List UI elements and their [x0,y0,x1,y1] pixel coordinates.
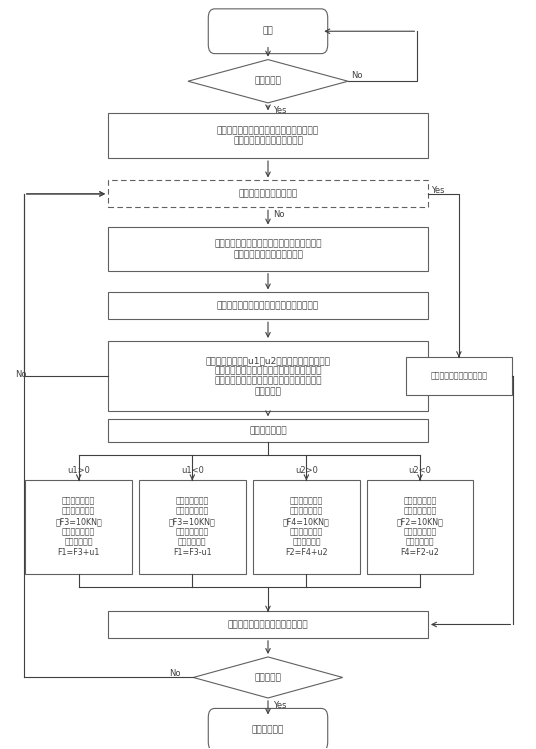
Bar [108,181,428,207]
Bar [108,341,428,411]
Bar [139,479,245,574]
Text: 调平过程结束: 调平过程结束 [252,725,284,734]
Text: u1>0: u1>0 [68,467,90,476]
Text: 控制器将位移传感器所输入信号进行处理，得
到各对角缸的位移差和速度差: 控制器将位移传感器所输入信号进行处理，得 到各对角缸的位移差和速度差 [214,240,322,259]
Bar [108,113,428,158]
FancyBboxPatch shape [209,9,327,54]
Bar [108,419,428,442]
Text: 第二调平液压缸
的目标调平输出
力F2=10KN；
第四调平液压缸
调平输出力为
F4=F2-u2: 第二调平液压缸 的目标调平输出 力F2=10KN； 第四调平液压缸 调平输出力为… [397,497,443,557]
Bar [25,479,132,574]
Text: 最优分配力算法: 最优分配力算法 [249,426,287,435]
Polygon shape [188,60,348,103]
Text: No: No [16,370,27,379]
Text: 第三调平液压缸
的目标调平输出
力F3=10KN；
第一调平液压缸
调平输出力为
F1=F3+u1: 第三调平液压缸 的目标调平输出 力F3=10KN； 第一调平液压缸 调平输出力为… [55,497,102,557]
Bar [108,292,428,319]
Polygon shape [193,657,343,698]
Text: 保持各缸上次的目标调平力: 保持各缸上次的目标调平力 [430,372,487,380]
Text: 四个调平液压缸通过位移传感器采集位移信
号，并将信号输入至控制器内: 四个调平液压缸通过位移传感器采集位移信 号，并将信号输入至控制器内 [217,126,319,145]
Text: Yes: Yes [430,186,444,195]
Text: 调平开始位: 调平开始位 [255,76,281,85]
Text: No: No [273,210,285,219]
Text: No: No [169,670,181,679]
Text: 调平结束位: 调平结束位 [255,673,281,682]
Text: 四个调平液压缸的目标调平输出力: 四个调平液压缸的目标调平输出力 [228,620,308,629]
Text: 得到两个控制输出u1、u2，分别为第一调平液压
缸与第三调平液压缸的目标调平输出力之差，
第二调平液压缸与第四调平液压缸的目标调平
输出力之差: 得到两个控制输出u1、u2，分别为第一调平液压 缸与第三调平液压缸的目标调平输出… [205,356,331,396]
Text: 第四调平液压缸
的目标调平输出
力F4=10KN；
第二调平液压缸
调平输出力为
F2=F4+u2: 第四调平液压缸 的目标调平输出 力F4=10KN； 第二调平液压缸 调平输出力为… [283,497,330,557]
Text: 第一调平液压缸
的目标调平输出
力F3=10KN；
第三调平液压缸
调平输出力为
F1=F3-u1: 第一调平液压缸 的目标调平输出 力F3=10KN； 第三调平液压缸 调平输出力为… [169,497,215,557]
Text: u2<0: u2<0 [408,467,431,476]
FancyBboxPatch shape [209,709,327,749]
Text: Yes: Yes [273,701,287,710]
Text: u1<0: u1<0 [181,467,204,476]
Text: u2>0: u2>0 [295,467,318,476]
Text: 各轴调平精度满足要求？: 各轴调平精度满足要求？ [239,189,297,198]
Text: Yes: Yes [273,106,287,115]
Text: 基于双曲正割函数改进趋近律的滑模控制器: 基于双曲正割函数改进趋近律的滑模控制器 [217,301,319,310]
Text: 开始: 开始 [263,27,273,36]
Text: No: No [351,70,362,79]
Bar [367,479,473,574]
Bar [108,611,428,638]
Bar [108,228,428,271]
Bar [406,357,512,395]
Bar [253,479,360,574]
